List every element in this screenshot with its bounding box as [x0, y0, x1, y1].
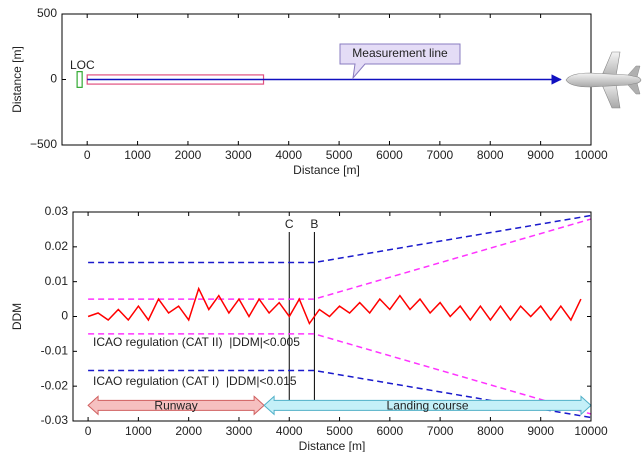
annotation: LOC — [70, 58, 95, 72]
x-tick-label: 4000 — [276, 424, 303, 438]
x-tick-label: 9000 — [527, 148, 554, 162]
x-tick-label: 3000 — [226, 424, 253, 438]
range-label: Runway — [154, 398, 197, 412]
annotation: ICAO regulation (CAT II) |DDM|<0.005 — [93, 335, 300, 349]
annotation: ICAO regulation (CAT I) |DDM|<0.015 — [93, 374, 297, 388]
y-axis-label: Distance [m] — [10, 46, 24, 113]
x-tick-label: 1000 — [125, 424, 152, 438]
x-tick-label: 0 — [84, 148, 91, 162]
x-tick-label: 5000 — [326, 148, 353, 162]
x-tick-label: 2000 — [175, 424, 202, 438]
airplane-icon — [565, 51, 642, 109]
x-tick-label: 5000 — [326, 424, 353, 438]
vertical-line-label: B — [310, 217, 318, 231]
x-tick-label: 1000 — [124, 148, 151, 162]
x-tick-label: 8000 — [477, 148, 504, 162]
y-tick-label: 0.02 — [45, 239, 69, 253]
x-tick-label: 10000 — [574, 148, 608, 162]
series-line — [88, 333, 592, 415]
x-tick-label: 2000 — [175, 148, 202, 162]
y-tick-label: 500 — [37, 6, 57, 20]
x-tick-label: 0 — [85, 424, 92, 438]
annotation: Measurement line — [352, 46, 448, 60]
y-tick-label: -0.01 — [41, 344, 69, 358]
series-line — [88, 218, 592, 300]
region — [76, 71, 83, 88]
x-tick-label: 7000 — [427, 424, 454, 438]
x-tick-label: 3000 — [225, 148, 252, 162]
y-tick-label: 0 — [61, 309, 68, 323]
x-tick-label: 4000 — [275, 148, 302, 162]
x-tick-label: 10000 — [574, 424, 608, 438]
y-tick-label: -0.02 — [41, 378, 69, 392]
callout-box — [339, 43, 461, 80]
y-tick-label: −500 — [30, 137, 57, 151]
y-tick-label: 0.01 — [45, 274, 69, 288]
x-tick-label: 8000 — [477, 424, 504, 438]
y-axis-label: DDM — [10, 303, 24, 330]
y-tick-label: -0.03 — [41, 413, 69, 427]
plot-area — [73, 212, 591, 421]
x-tick-label: 7000 — [427, 148, 454, 162]
series-line — [87, 286, 582, 326]
x-tick-label: 6000 — [376, 148, 403, 162]
range-label: Landing course — [387, 398, 469, 412]
x-tick-label: 9000 — [527, 424, 554, 438]
x-axis-label: Distance [m] — [293, 163, 360, 177]
y-tick-label: 0.03 — [45, 204, 69, 218]
vertical-line-label: C — [285, 217, 294, 231]
axes-frame — [72, 211, 592, 422]
x-tick-label: 6000 — [376, 424, 403, 438]
series-line — [88, 214, 592, 264]
x-axis-label: Distance [m] — [299, 439, 366, 452]
y-tick-label: 0 — [50, 72, 57, 86]
